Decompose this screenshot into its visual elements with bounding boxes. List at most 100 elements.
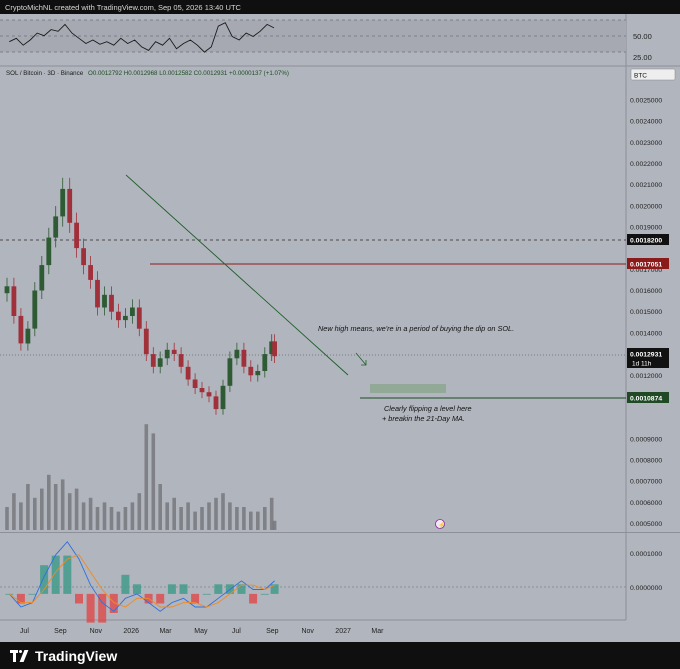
- volume-bar: [214, 497, 218, 530]
- time-tick-label: Jul: [20, 628, 29, 635]
- time-tick-label: Sep: [54, 628, 67, 635]
- volume-bar: [26, 484, 30, 530]
- candle-body: [248, 366, 254, 376]
- price-tick-label: 0.0016000: [630, 288, 662, 295]
- event-flash-icon-glyph: ⚡: [438, 521, 445, 529]
- volume-bar: [256, 511, 260, 530]
- price-tick-label: 0.0015000: [630, 309, 662, 316]
- candle-body: [255, 371, 261, 376]
- candle-body: [130, 307, 135, 316]
- macd-hist-bar: [98, 593, 107, 623]
- macd-tick-zero: 0.0000000: [630, 585, 662, 592]
- volume-bar: [19, 502, 23, 530]
- badge-dashed-level-text: 0.0018200: [630, 238, 662, 245]
- volume-bar: [207, 502, 211, 530]
- symbol-title: SOL / Bitcoin · 3D · Binance: [6, 70, 84, 77]
- candlestick-series: [4, 177, 277, 415]
- macd-hist-bar: [63, 555, 72, 594]
- macd-hist-bar: [237, 584, 246, 594]
- volume-bar: [272, 520, 277, 530]
- time-tick-label: Mar: [159, 628, 172, 635]
- price-tick-label: 0.0023000: [630, 140, 662, 147]
- macd-hist-bar: [51, 555, 60, 594]
- time-tick-label: Mar: [371, 628, 384, 635]
- volume-bar: [81, 502, 86, 530]
- candle-body: [199, 388, 205, 393]
- macd-hist-bar: [260, 593, 269, 595]
- badge-current-price-text: 0.0012931: [630, 352, 662, 359]
- volume-bar: [47, 474, 51, 530]
- candle-body: [272, 341, 277, 357]
- currency-badge[interactable]: [630, 68, 676, 81]
- badge-green-level: [627, 392, 669, 403]
- volume-bar: [165, 502, 169, 530]
- volume-bar: [116, 511, 121, 530]
- ohlc-readout: O0.0012792 H0.0012968 L0.0012582 C0.0012…: [88, 70, 289, 77]
- candle-body: [95, 279, 100, 308]
- candle-body: [46, 237, 52, 266]
- event-flash-icon[interactable]: [435, 519, 445, 529]
- time-tick-label: Jul: [232, 628, 241, 635]
- candle-body: [164, 349, 170, 359]
- candle-body: [18, 315, 24, 344]
- candle-body: [136, 307, 142, 329]
- candle-body: [102, 294, 107, 308]
- price-axis: [626, 14, 680, 620]
- volume-bar: [186, 502, 190, 530]
- macd-hist-bar: [191, 593, 200, 604]
- volume-bar: [249, 511, 253, 530]
- price-pane: [0, 66, 626, 532]
- candle-body: [25, 328, 31, 344]
- candle-body: [74, 222, 79, 249]
- badge-red-level: [627, 258, 669, 269]
- candle-body: [150, 354, 156, 367]
- price-tick-label: 0.0024000: [630, 119, 662, 126]
- time-tick-label: Nov: [90, 628, 103, 635]
- candle-body: [11, 286, 17, 316]
- macd-hist-bar: [86, 593, 95, 623]
- candle-body: [143, 328, 149, 355]
- breakout-arrow: [355, 352, 367, 366]
- tradingview-logo[interactable]: TradingView: [10, 648, 117, 664]
- volume-bar: [221, 493, 225, 530]
- macd-hist-bar: [28, 593, 37, 595]
- macd-hist-bar: [270, 584, 279, 594]
- volume-bar: [5, 507, 9, 530]
- candle-body: [123, 315, 128, 321]
- volume-bar: [269, 497, 274, 530]
- candle-body: [157, 358, 163, 367]
- volume-bar: [95, 507, 100, 530]
- candle-body: [81, 248, 86, 266]
- macd-hist-bar: [133, 584, 141, 594]
- volume-bar: [151, 433, 156, 530]
- volume-bars: [5, 424, 277, 530]
- macd-hist-bar: [16, 593, 25, 604]
- created-by-caption: CryptoMichNL created with TradingView.co…: [5, 3, 242, 12]
- candle-body: [227, 358, 233, 386]
- price-tick-label: 0.0007000: [630, 479, 662, 486]
- time-axis: [0, 620, 680, 642]
- note-21-day-ma: + breakin the 21-Day MA.: [382, 414, 465, 423]
- badge-countdown-text: 1d 11h: [632, 361, 652, 368]
- time-axis-labels: Jul Sep Nov 2026 Mar May Jul Sep Nov 2027 Mar: [20, 628, 384, 635]
- badge-dashed-level: [627, 234, 669, 245]
- price-tick-label: 0.0025000: [630, 97, 662, 104]
- candle-body: [234, 349, 240, 359]
- volume-bar: [144, 424, 149, 530]
- volume-bar: [109, 507, 114, 530]
- candle-body: [213, 396, 219, 410]
- price-tick-labels: 0.0025000 0.0024000 0.0023000 0.0022000 0.00…: [630, 97, 662, 528]
- time-tick-label: Sep: [266, 628, 279, 635]
- candle-body: [220, 385, 226, 410]
- macd-tick-upper: 0.0001000: [630, 551, 662, 558]
- badge-current-price: [627, 348, 669, 368]
- macd-hist-bar: [109, 593, 118, 613]
- rsi-tick-50: 50.00: [633, 32, 652, 41]
- volume-bar: [33, 497, 37, 530]
- candle-body: [53, 216, 59, 238]
- volume-bar: [179, 507, 183, 530]
- price-tick-label: 0.0006000: [630, 500, 662, 507]
- time-tick-label: 2026: [123, 628, 139, 635]
- price-tick-label: 0.0005000: [630, 521, 662, 528]
